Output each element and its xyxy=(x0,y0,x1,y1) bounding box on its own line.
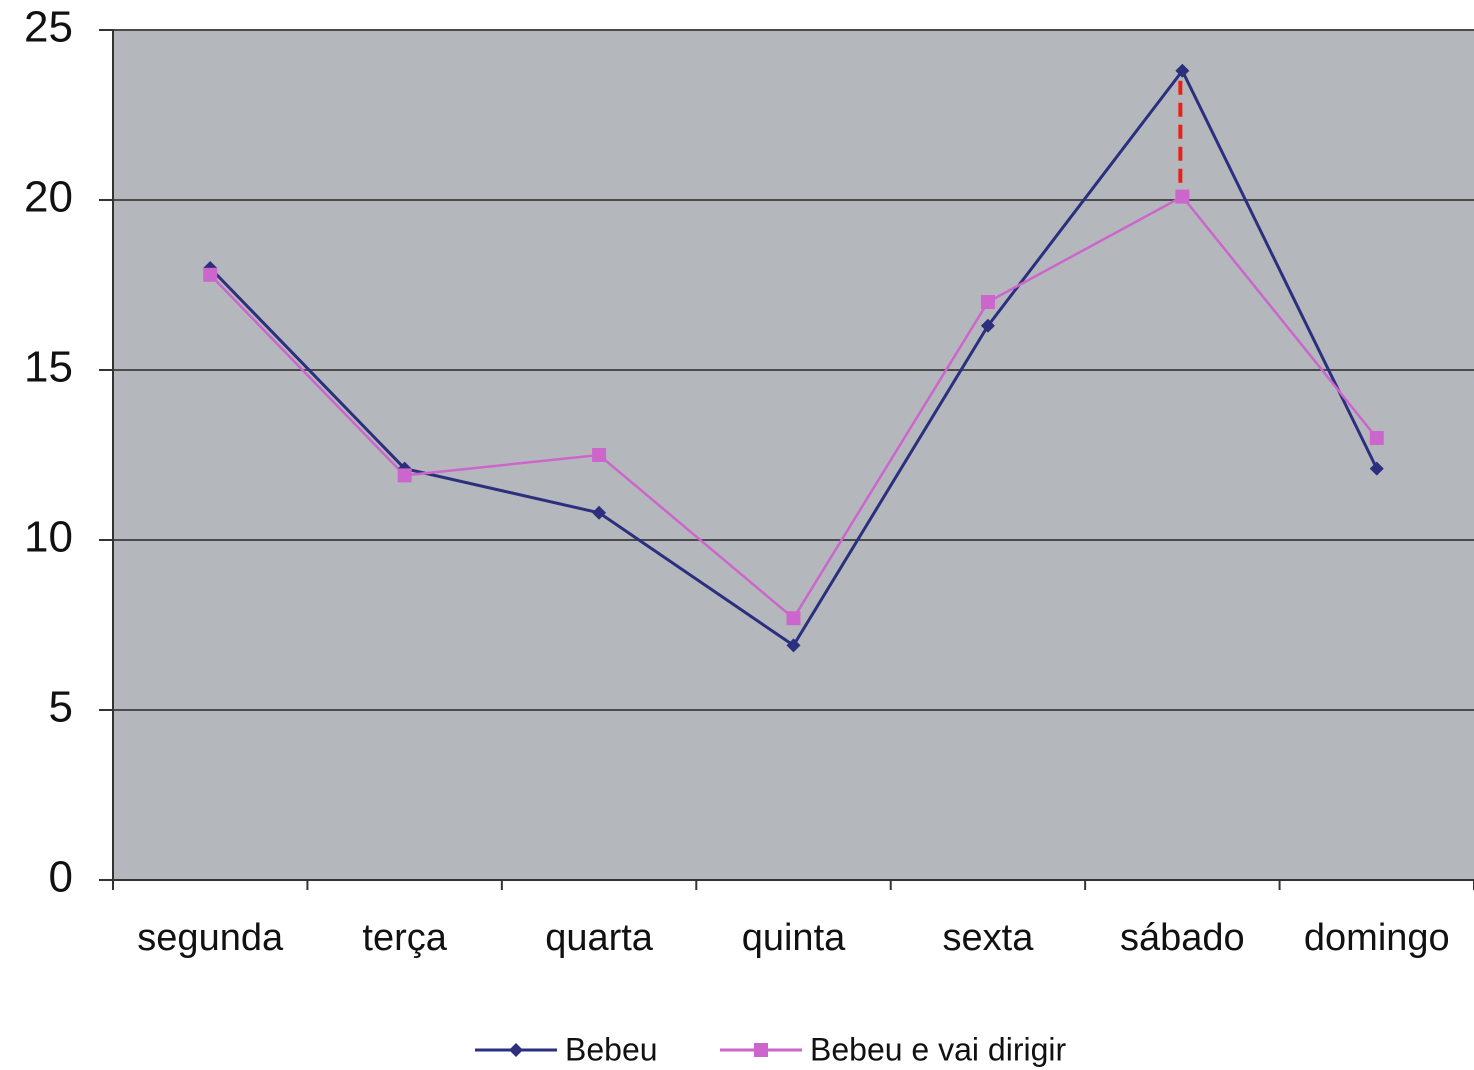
marker xyxy=(980,318,995,333)
legend-label: Bebeu xyxy=(565,1031,658,1067)
y-tick-label: 0 xyxy=(49,853,73,902)
y-tick-label: 15 xyxy=(24,343,73,392)
x-tick-label: terça xyxy=(362,917,447,959)
marker xyxy=(1369,461,1384,476)
y-tick-label: 5 xyxy=(49,683,73,732)
y-tick-label: 10 xyxy=(24,513,73,562)
marker xyxy=(980,295,995,309)
plot-area xyxy=(113,30,1474,880)
legend-label: Bebeu e vai dirigir xyxy=(810,1031,1066,1067)
marker xyxy=(786,611,801,626)
x-tick-label: sexta xyxy=(943,917,1035,959)
marker xyxy=(592,448,607,462)
marker xyxy=(592,505,607,520)
x-tick-label: sábado xyxy=(1120,917,1245,959)
x-tick-label: quarta xyxy=(545,917,654,959)
marker xyxy=(1175,63,1190,78)
marker xyxy=(203,267,218,282)
marker xyxy=(1369,431,1384,445)
marker xyxy=(786,638,801,653)
x-tick-label: quinta xyxy=(742,917,846,959)
marker xyxy=(1175,189,1190,204)
x-tick-label: segunda xyxy=(137,917,284,959)
y-tick-label: 25 xyxy=(24,3,73,52)
y-tick-label: 20 xyxy=(24,173,73,222)
x-tick-label: domingo xyxy=(1304,917,1450,959)
marker xyxy=(397,468,412,483)
legend-marker xyxy=(509,1043,523,1057)
legend-marker xyxy=(754,1043,768,1057)
